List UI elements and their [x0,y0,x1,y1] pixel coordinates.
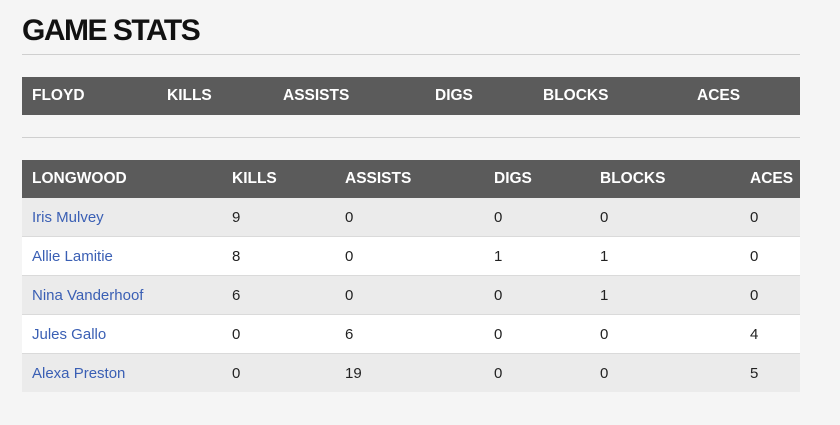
blocks-cell: 1 [590,236,740,276]
kills-cell: 8 [222,236,335,276]
floyd-header-row: FLOYD KILLS ASSISTS DIGS BLOCKS ACES [22,77,800,115]
team-name-header: LONGWOOD [22,160,222,198]
page-title: GAME STATS [22,14,201,47]
aces-cell: 0 [740,198,800,237]
player-cell: Jules Gallo [22,314,222,354]
assists-cell: 0 [335,236,484,276]
blocks-cell: 0 [590,353,740,392]
digs-cell: 0 [484,314,590,354]
player-cell: Iris Mulvey [22,198,222,237]
table-row: Jules Gallo 0 6 0 0 4 [22,314,800,354]
aces-header: ACES [687,77,800,115]
digs-header: DIGS [425,77,533,115]
table-row: Allie Lamitie 8 0 1 1 0 [22,236,800,276]
kills-cell: 0 [222,314,335,354]
kills-header: KILLS [157,77,273,115]
table-row: Iris Mulvey 9 0 0 0 0 [22,198,800,237]
player-link[interactable]: Alexa Preston [32,364,126,382]
player-link[interactable]: Nina Vanderhoof [32,286,144,304]
player-link[interactable]: Iris Mulvey [32,208,104,226]
assists-cell: 0 [335,275,484,315]
assists-header: ASSISTS [335,160,484,198]
kills-header: KILLS [222,160,335,198]
kills-cell: 0 [222,353,335,392]
table-row: Alexa Preston 0 19 0 0 5 [22,353,800,392]
assists-header: ASSISTS [273,77,425,115]
digs-header: DIGS [484,160,590,198]
aces-cell: 5 [740,353,800,392]
divider [22,137,800,138]
digs-cell: 0 [484,275,590,315]
aces-header: ACES [740,160,800,198]
digs-cell: 0 [484,353,590,392]
longwood-header-row: LONGWOOD KILLS ASSISTS DIGS BLOCKS ACES [22,160,800,198]
digs-cell: 0 [484,198,590,237]
player-cell: Allie Lamitie [22,236,222,276]
floyd-stats-table: FLOYD KILLS ASSISTS DIGS BLOCKS ACES [22,77,800,115]
divider [22,54,800,55]
blocks-header: BLOCKS [590,160,740,198]
game-stats-section: GAME STATS FLOYD KILLS ASSISTS DIGS BLOC… [22,0,800,392]
aces-cell: 0 [740,275,800,315]
blocks-cell: 1 [590,275,740,315]
player-cell: Alexa Preston [22,353,222,392]
blocks-cell: 0 [590,314,740,354]
longwood-stats-table: LONGWOOD KILLS ASSISTS DIGS BLOCKS ACES … [22,160,800,392]
digs-cell: 1 [484,236,590,276]
assists-cell: 19 [335,353,484,392]
table-row: Nina Vanderhoof 6 0 0 1 0 [22,275,800,315]
aces-cell: 4 [740,314,800,354]
blocks-header: BLOCKS [533,77,687,115]
kills-cell: 6 [222,275,335,315]
team-name-header: FLOYD [22,77,157,115]
assists-cell: 0 [335,198,484,237]
aces-cell: 0 [740,236,800,276]
player-cell: Nina Vanderhoof [22,275,222,315]
assists-cell: 6 [335,314,484,354]
player-link[interactable]: Jules Gallo [32,325,107,343]
kills-cell: 9 [222,198,335,237]
player-link[interactable]: Allie Lamitie [32,247,113,265]
blocks-cell: 0 [590,198,740,237]
